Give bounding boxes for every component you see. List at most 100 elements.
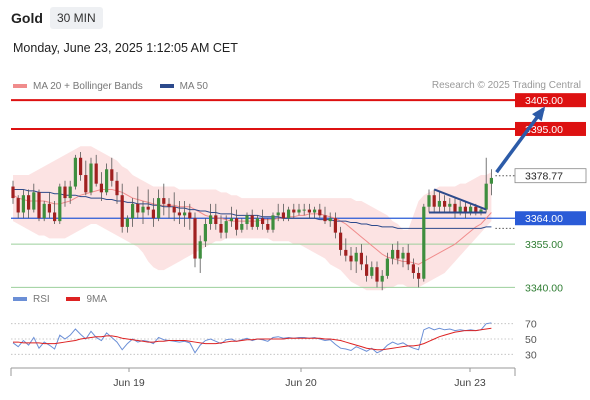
rsi-swatch: [13, 297, 27, 301]
legend-item-rsi: RSI: [13, 294, 50, 305]
level-tag-3405.00: [515, 93, 586, 108]
candle: [177, 212, 181, 216]
candle: [105, 169, 109, 193]
candle: [110, 169, 114, 181]
x-tick-label-jun-23: Jun 23: [454, 377, 486, 389]
candle: [469, 206, 473, 213]
candle: [214, 215, 218, 224]
candle: [479, 209, 483, 213]
candle: [37, 192, 41, 219]
candle: [245, 215, 249, 224]
candle: [63, 186, 67, 199]
candle: [16, 198, 20, 213]
candle: [422, 206, 426, 279]
candle: [219, 224, 223, 233]
legend-item-ma50: MA 50: [159, 80, 208, 92]
candle: [484, 183, 488, 210]
candle: [297, 209, 301, 213]
candle: [224, 221, 228, 233]
candle: [99, 183, 103, 193]
candle: [84, 175, 88, 193]
candle: [42, 203, 46, 219]
candle: [437, 200, 441, 207]
candle: [11, 186, 15, 199]
rsi-legend: RSI 9MA: [13, 293, 121, 305]
candle: [203, 224, 207, 242]
candle: [183, 212, 187, 216]
level-label-3364.00: 3364.00: [525, 213, 563, 225]
candle: [328, 218, 332, 222]
candle: [489, 177, 493, 184]
candle: [391, 249, 395, 259]
rsi-tick-30: 30: [525, 349, 537, 361]
candle: [302, 209, 306, 211]
candle: [427, 195, 431, 207]
candle: [266, 224, 270, 230]
candle: [443, 200, 447, 207]
candle: [380, 275, 384, 282]
candle: [271, 215, 275, 230]
candle: [120, 195, 124, 227]
legend-label-ma50: MA 50: [179, 80, 208, 92]
level-label-3395.00: 3395.00: [525, 124, 563, 136]
candle: [167, 203, 171, 207]
candle: [261, 218, 265, 224]
level-label-3405.00: 3405.00: [525, 95, 563, 107]
candle: [146, 206, 150, 210]
candle: [474, 206, 478, 213]
candle: [313, 209, 317, 213]
candle: [240, 224, 244, 230]
candle: [401, 252, 405, 259]
chart-header: Gold 30 MIN Monday, June 23, 2025 1:12:0…: [0, 0, 590, 62]
candle: [287, 209, 291, 219]
candle: [292, 209, 296, 213]
candle: [370, 267, 374, 276]
candle: [141, 206, 145, 213]
candle: [115, 180, 119, 196]
candle: [448, 203, 452, 207]
candle: [250, 215, 254, 227]
level-label-3355.00: 3355.00: [525, 239, 563, 251]
legend-label-9ma: 9MA: [86, 293, 108, 305]
forecast-arrow-head: [532, 106, 546, 122]
candle: [463, 206, 467, 213]
candle: [365, 264, 369, 276]
candle: [79, 157, 83, 176]
level-tag-3364.00: [515, 211, 586, 226]
ma20-swatch: [13, 84, 27, 88]
datetime-label: Monday, June 23, 2025 1:12:05 AM CET: [13, 41, 238, 55]
legend-label-ma20: MA 20 + Bollinger Bands: [33, 80, 143, 92]
forecast-arrow-shaft: [495, 107, 545, 174]
candle: [21, 195, 25, 213]
candle: [344, 249, 348, 256]
rsi-tick-50: 50: [525, 334, 537, 346]
candle: [406, 252, 410, 265]
candle: [235, 218, 239, 230]
rsi-series-rsi: [12, 322, 492, 354]
ma50-swatch: [159, 84, 174, 88]
candle: [432, 195, 436, 207]
candle: [47, 203, 51, 213]
ma9-swatch: [66, 297, 81, 301]
symbol-title: Gold: [11, 10, 43, 26]
candle: [229, 218, 233, 222]
legend-item-9ma: 9MA: [66, 294, 107, 305]
candle: [307, 209, 311, 213]
candle: [323, 215, 327, 222]
timeframe-button[interactable]: 30 MIN: [50, 7, 103, 29]
candle: [281, 212, 285, 219]
candle: [32, 192, 36, 210]
candle: [68, 186, 72, 199]
rsi-series-9ma: [13, 327, 492, 351]
candle: [151, 209, 155, 219]
level-tag-3378.77: [514, 168, 587, 184]
candle: [349, 255, 353, 262]
candle: [385, 258, 389, 276]
candle: [375, 267, 379, 282]
candle: [157, 198, 161, 219]
candle: [417, 272, 421, 279]
candle: [318, 209, 322, 216]
candle: [58, 186, 62, 222]
price-legend: MA 20 + Bollinger Bands MA 50: [13, 80, 222, 92]
